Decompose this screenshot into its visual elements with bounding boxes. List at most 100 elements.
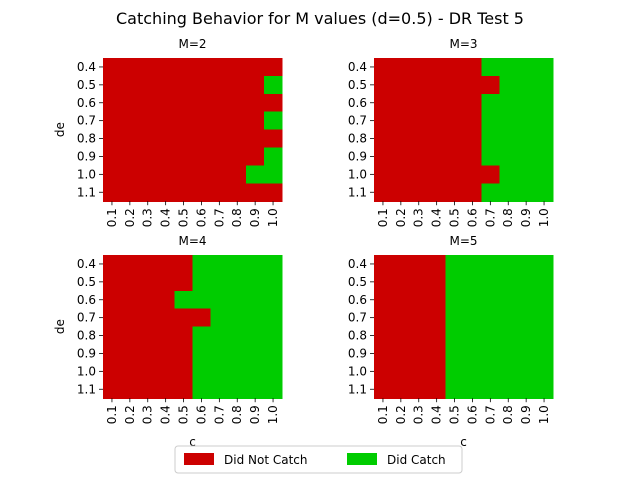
heatmap-cell (264, 165, 283, 184)
x-tick-label: 0.1 (376, 405, 390, 424)
heatmap-cell (409, 75, 429, 95)
heatmap-cell (427, 75, 447, 95)
heatmap-cell (427, 272, 447, 292)
heatmap-cell (192, 326, 211, 346)
heatmap-cell (192, 380, 211, 399)
heatmap-cell (246, 75, 265, 95)
x-tick-label: 0.2 (394, 208, 408, 227)
heatmap-cell (445, 93, 465, 113)
y-tick-label: 1.1 (77, 382, 96, 396)
heatmap-cell (192, 111, 211, 131)
heatmap-cell (481, 308, 500, 328)
heatmap-cell (156, 93, 176, 113)
heatmap-cell (210, 183, 229, 202)
heatmap-cell (463, 326, 482, 346)
heatmap-cell (174, 147, 194, 166)
heatmap-cell (517, 147, 536, 166)
heatmap-cell (228, 290, 247, 310)
heatmap-cell (409, 362, 429, 381)
heatmap-cell (481, 380, 500, 399)
x-tick-label: 0.6 (465, 208, 479, 227)
heatmap-cell (246, 183, 265, 202)
heatmap-cell (517, 183, 536, 202)
heatmap-cell (409, 147, 429, 166)
heatmap-cell (499, 129, 518, 149)
heatmap-cell (174, 308, 194, 328)
heatmap-cell (264, 75, 283, 95)
heatmap-cell (499, 362, 518, 381)
figure-title: Catching Behavior for M values (d=0.5) -… (116, 9, 524, 28)
heatmap-cell (156, 58, 176, 77)
heatmap-cell (210, 58, 229, 77)
x-tick-label: 0.7 (483, 208, 497, 227)
heatmap-cell (210, 272, 229, 292)
heatmap-cell (409, 93, 429, 113)
heatmap-cell (517, 380, 536, 399)
y-tick-label: 0.4 (348, 60, 367, 74)
heatmap-cell (535, 93, 554, 113)
heatmap-cell (374, 129, 393, 149)
heatmap-cell (264, 58, 283, 77)
heatmap-cell (210, 380, 229, 399)
heatmap-panel-4: M=50.40.50.60.70.80.91.01.10.1 0.2 0.3 0.4 0… (348, 234, 554, 449)
heatmap-cell (120, 255, 140, 274)
heatmap-cell (517, 165, 536, 184)
x-tick-label: 0.4 (159, 405, 173, 424)
heatmap-cell (535, 290, 554, 310)
y-tick-label: 0.6 (77, 293, 96, 307)
heatmap-cell (103, 111, 122, 131)
heatmap-cell (427, 58, 447, 77)
x-tick-label: 0.1 (105, 405, 119, 424)
heatmap-cell (156, 272, 176, 292)
heatmap-cell (517, 362, 536, 381)
heatmap-cell (427, 93, 447, 113)
heatmap-cell (499, 183, 518, 202)
heatmap-cell (445, 272, 465, 292)
heatmap-cell (174, 272, 194, 292)
heatmap-cell (499, 308, 518, 328)
heatmap-cell (481, 111, 500, 131)
heatmap-cell (374, 290, 393, 310)
heatmap-cell (535, 165, 554, 184)
heatmap-cell (517, 129, 536, 149)
heatmap-cell (391, 58, 411, 77)
x-tick-label: 0.9 (248, 405, 262, 424)
heatmap-cell (445, 362, 465, 381)
heatmap-cell (103, 326, 122, 346)
heatmap-cell (120, 93, 140, 113)
heatmap-cell (499, 380, 518, 399)
heatmap-cell (445, 58, 465, 77)
heatmap-cell (210, 308, 229, 328)
heatmap-cell (228, 165, 247, 184)
heatmap-cell (174, 111, 194, 131)
heatmap-cell (156, 290, 176, 310)
y-axis-label: de (53, 122, 67, 137)
y-tick-label: 0.6 (77, 96, 96, 110)
heatmap-cell (427, 308, 447, 328)
heatmap-cell (103, 272, 122, 292)
heatmap-cell (246, 344, 265, 363)
heatmap-cell (391, 129, 411, 149)
heatmap-cell (374, 111, 393, 131)
heatmap-cell (103, 147, 122, 166)
heatmap-cell (174, 380, 194, 399)
heatmap-cell (374, 255, 393, 274)
x-tick-label: 0.4 (159, 208, 173, 227)
heatmap-cell (481, 362, 500, 381)
heatmap-cell (374, 380, 393, 399)
x-tick-label: 0.6 (194, 405, 208, 424)
heatmap-cell (120, 129, 140, 149)
heatmap-cell (156, 362, 176, 381)
heatmap-cell (481, 93, 500, 113)
heatmap-cell (499, 111, 518, 131)
heatmap-cell (138, 362, 158, 381)
heatmap-cell (246, 255, 265, 274)
heatmap-cell (391, 75, 411, 95)
heatmap-cell (192, 344, 211, 363)
heatmap-cell (138, 308, 158, 328)
y-tick-label: 0.8 (77, 132, 96, 146)
x-tick-label: 0.5 (177, 405, 191, 424)
heatmap-cell (445, 147, 465, 166)
heatmap-cell (409, 272, 429, 292)
